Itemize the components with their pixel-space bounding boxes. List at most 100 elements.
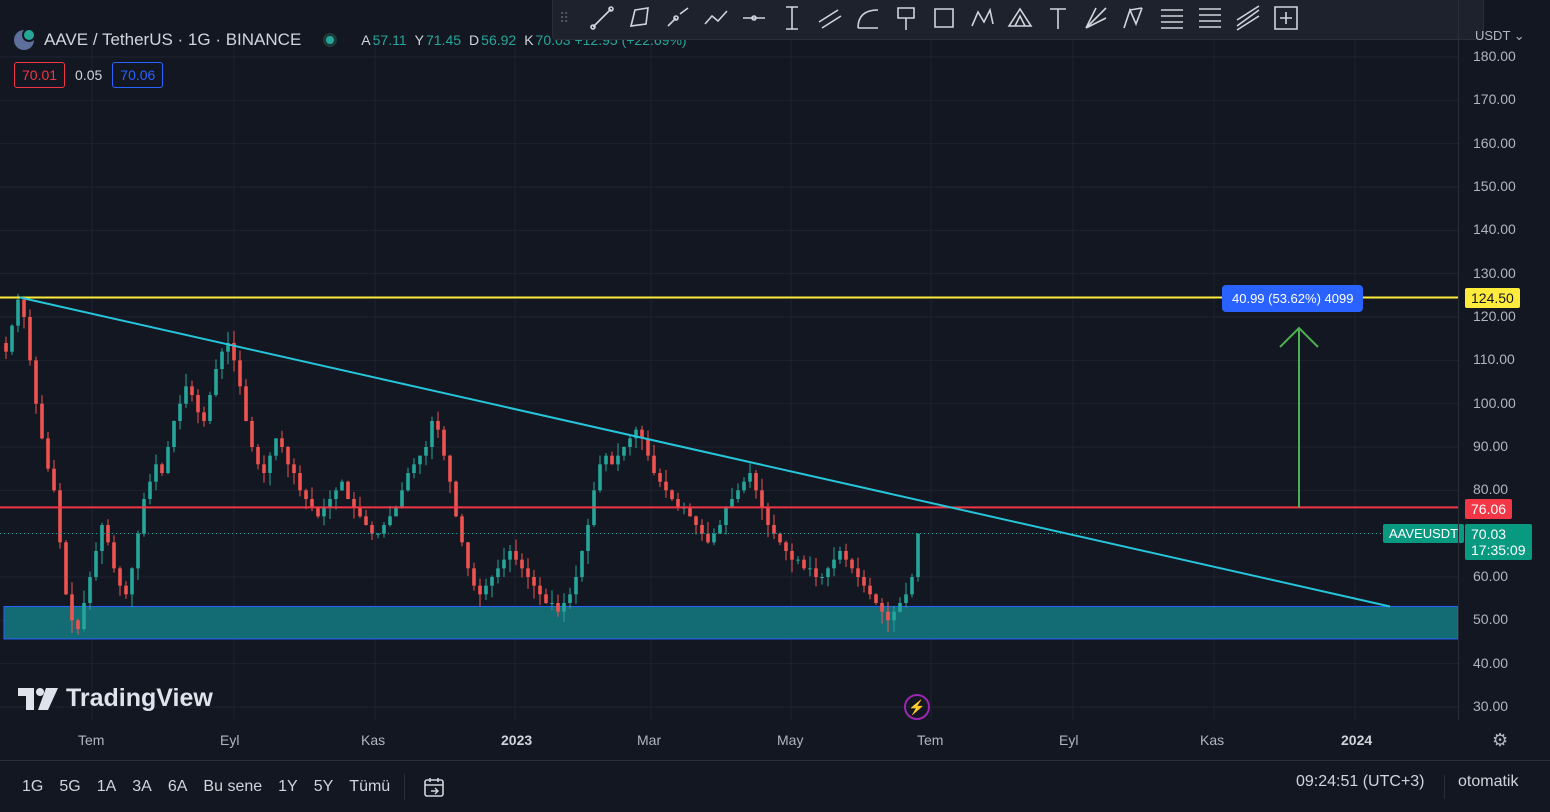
vertical-line-icon[interactable]: [773, 0, 811, 37]
measure-icon[interactable]: [1267, 0, 1305, 37]
candle-body: [772, 525, 776, 534]
candle-body: [658, 473, 662, 482]
candle-body: [382, 525, 386, 534]
candle-body: [94, 551, 98, 577]
fib-extension-icon[interactable]: [1191, 0, 1229, 37]
candle-body: [706, 533, 710, 543]
candle-body: [700, 525, 704, 534]
candle-body: [520, 559, 524, 569]
time-axis-label: 2024: [1341, 732, 1373, 748]
range-button[interactable]: 3A: [132, 777, 152, 795]
market-status-icon[interactable]: [323, 33, 338, 47]
drag-handle-icon[interactable]: ⠿: [559, 9, 569, 26]
settings-gear-icon[interactable]: ⚙: [1492, 730, 1509, 750]
candle-body: [694, 516, 698, 525]
candle-body: [88, 577, 92, 603]
arc-icon[interactable]: [849, 0, 887, 37]
price-axis-label: 120.00: [1473, 308, 1516, 324]
measure-label[interactable]: 40.99 (53.62%) 4099: [1222, 285, 1364, 312]
candle-body: [610, 455, 614, 465]
fib-retracement-icon[interactable]: [1153, 0, 1191, 37]
tradingview-logo-text: TradingView: [66, 684, 213, 712]
polyline-icon[interactable]: [697, 0, 735, 37]
spread-value: 0.05: [75, 67, 103, 83]
price-axis-label: 80.00: [1473, 481, 1509, 498]
candle-body: [160, 464, 164, 473]
range-button[interactable]: 1Y: [278, 777, 298, 795]
ray-icon[interactable]: [659, 0, 697, 37]
candle-body: [844, 551, 848, 560]
candle-body: [430, 421, 434, 447]
candle-body: [454, 481, 458, 517]
candle-body: [514, 551, 518, 560]
candle-body: [310, 499, 314, 508]
symbol-title[interactable]: AAVE / TetherUS · 1G · BINANCE: [44, 30, 302, 49]
buy-button[interactable]: 70.06: [112, 62, 164, 88]
candle-body: [40, 403, 44, 439]
candle-body: [178, 403, 182, 421]
candle-body: [484, 585, 488, 595]
close-key: K: [524, 32, 534, 48]
candle-body: [82, 603, 86, 629]
candle-body: [340, 481, 344, 491]
price-axis-label: 110.00: [1473, 351, 1515, 368]
range-button[interactable]: Tümü: [349, 777, 391, 795]
parallel-channel-icon[interactable]: [811, 0, 849, 37]
horizontal-ray-icon[interactable]: [735, 0, 773, 37]
candle-body: [604, 455, 608, 465]
pattern-icon[interactable]: [1115, 0, 1153, 37]
xabcd-icon[interactable]: [963, 0, 1001, 37]
time-axis-label: Eyl: [220, 732, 240, 748]
price-axis-label: 90.00: [1473, 438, 1509, 454]
candle-body: [688, 507, 692, 517]
candle-body: [274, 438, 278, 456]
price-axis[interactable]: USDT ⌄ 180.00 170.00 160.00 150.00 140.00 130…: [1458, 0, 1550, 720]
range-button[interactable]: 1A: [96, 777, 117, 795]
range-button[interactable]: 5Y: [313, 777, 334, 795]
candle-body: [490, 577, 494, 586]
text-icon[interactable]: [1039, 0, 1077, 37]
utc-clock[interactable]: 09:24:51 (UTC+3): [1296, 773, 1425, 790]
candle-body: [4, 343, 8, 352]
fib-fan-icon[interactable]: [1077, 0, 1115, 37]
flag-icon[interactable]: [887, 0, 925, 37]
range-button[interactable]: Bu sene: [203, 777, 263, 795]
high-key: Y: [414, 32, 424, 48]
goto-date-icon[interactable]: [423, 776, 445, 798]
candle-body: [736, 490, 740, 499]
candle-body: [676, 499, 680, 508]
auto-scale-button[interactable]: otomatik: [1458, 773, 1519, 790]
lightning-icon[interactable]: ⚡: [904, 694, 930, 720]
price-axis-label: 150.00: [1473, 178, 1516, 194]
candle-body: [580, 551, 584, 577]
separator: [404, 773, 406, 800]
sell-button[interactable]: 70.01: [14, 62, 66, 88]
candle-body: [556, 603, 560, 612]
candle-body: [622, 447, 626, 456]
candle-body: [532, 577, 536, 586]
candle-body: [46, 438, 50, 469]
candle-body: [568, 594, 572, 603]
candle-body: [418, 455, 422, 465]
range-button[interactable]: 5G: [59, 777, 81, 795]
candle-body: [220, 351, 224, 369]
candle-body: [790, 551, 794, 560]
tradingview-logo[interactable]: TradingView: [18, 684, 213, 713]
trend-line-icon[interactable]: [583, 0, 621, 37]
candle-body: [718, 525, 722, 534]
range-button[interactable]: 6A: [167, 777, 188, 795]
range-button[interactable]: 1G: [22, 777, 44, 795]
currency-unit[interactable]: USDT ⌄: [1475, 28, 1525, 43]
candle-body: [256, 447, 260, 465]
path-icon[interactable]: [621, 0, 659, 37]
time-axis[interactable]: Tem Eyl Kas 2023 Mar May Tem Eyl Kas 2024: [0, 722, 1458, 760]
triangle-pattern-icon[interactable]: [1001, 0, 1039, 37]
candle-body: [52, 468, 56, 491]
candle-body: [748, 473, 752, 482]
trade-buttons: 70.01 0.05 70.06: [14, 62, 164, 88]
regression-icon[interactable]: [1229, 0, 1267, 37]
rectangle-icon[interactable]: [925, 0, 963, 37]
chart-canvas[interactable]: [0, 0, 1458, 720]
